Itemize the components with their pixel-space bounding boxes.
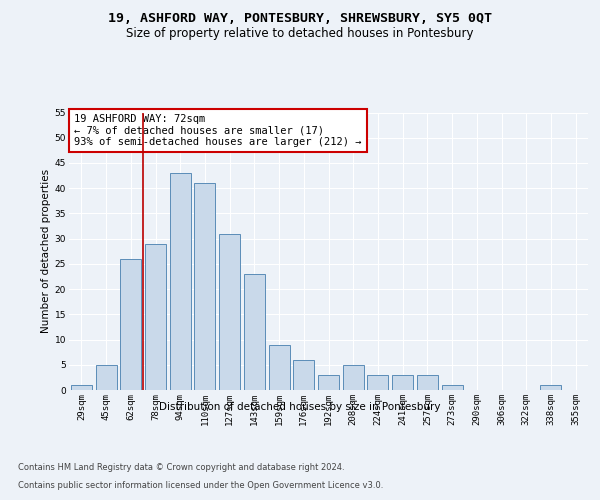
Bar <box>269 344 290 390</box>
Bar <box>244 274 265 390</box>
Bar <box>95 365 116 390</box>
Text: 19, ASHFORD WAY, PONTESBURY, SHREWSBURY, SY5 0QT: 19, ASHFORD WAY, PONTESBURY, SHREWSBURY,… <box>108 12 492 26</box>
Bar <box>442 385 463 390</box>
Bar <box>71 385 92 390</box>
Text: Contains HM Land Registry data © Crown copyright and database right 2024.: Contains HM Land Registry data © Crown c… <box>18 464 344 472</box>
Bar <box>417 375 438 390</box>
Bar <box>293 360 314 390</box>
Y-axis label: Number of detached properties: Number of detached properties <box>41 169 50 334</box>
Bar <box>343 365 364 390</box>
Bar <box>145 244 166 390</box>
Bar <box>120 259 141 390</box>
Bar <box>367 375 388 390</box>
Bar <box>318 375 339 390</box>
Bar <box>170 173 191 390</box>
Bar <box>194 183 215 390</box>
Text: Distribution of detached houses by size in Pontesbury: Distribution of detached houses by size … <box>159 402 441 412</box>
Text: 19 ASHFORD WAY: 72sqm
← 7% of detached houses are smaller (17)
93% of semi-detac: 19 ASHFORD WAY: 72sqm ← 7% of detached h… <box>74 114 362 147</box>
Bar <box>392 375 413 390</box>
Text: Size of property relative to detached houses in Pontesbury: Size of property relative to detached ho… <box>126 28 474 40</box>
Bar <box>541 385 562 390</box>
Text: Contains public sector information licensed under the Open Government Licence v3: Contains public sector information licen… <box>18 481 383 490</box>
Bar <box>219 234 240 390</box>
